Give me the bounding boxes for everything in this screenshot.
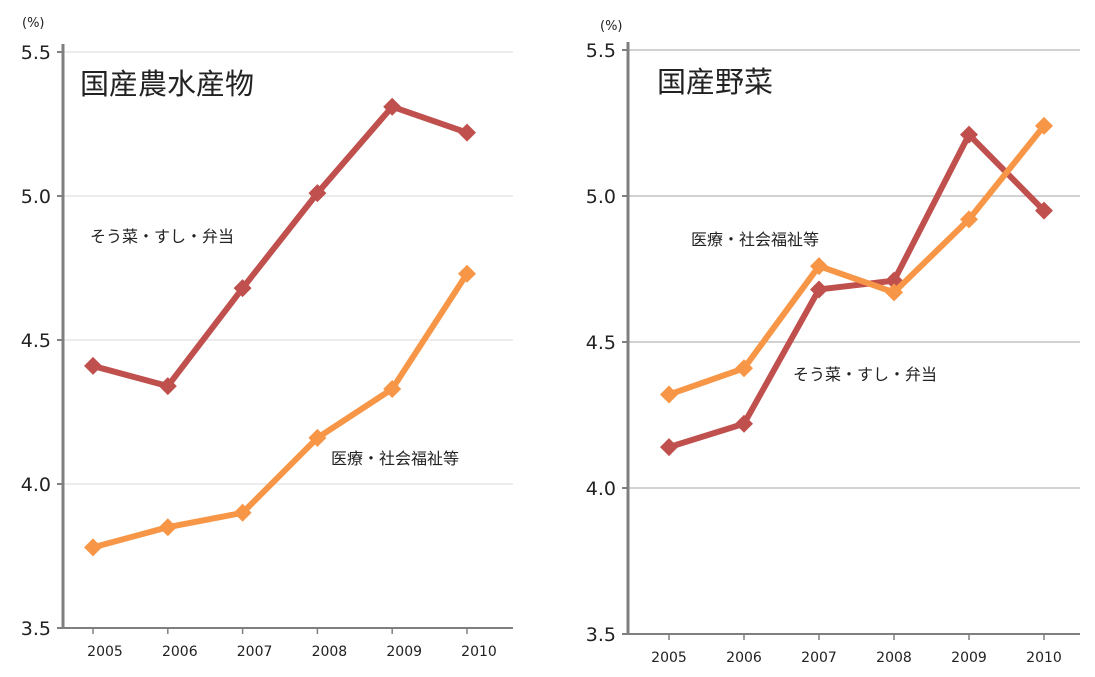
x-tick-label: 2007 bbox=[801, 650, 837, 666]
series-line-orange bbox=[668, 124, 1047, 398]
series-line-red bbox=[92, 103, 468, 390]
data-point-marker bbox=[735, 414, 753, 433]
series-line-red bbox=[668, 131, 1047, 450]
data-point-marker bbox=[885, 283, 903, 302]
data-point-marker bbox=[960, 210, 978, 229]
data-point-marker bbox=[383, 379, 402, 398]
y-tick-label: 5.5 bbox=[21, 42, 51, 64]
unit-label: (%) bbox=[22, 16, 45, 31]
y-tick-label: 4.5 bbox=[586, 332, 616, 354]
x-tick-label: 2009 bbox=[951, 650, 987, 666]
data-point-marker bbox=[458, 264, 476, 283]
data-point-marker bbox=[660, 438, 678, 457]
data-point-marker bbox=[308, 428, 327, 447]
y-tick-label: 4.0 bbox=[586, 478, 616, 500]
data-point-marker bbox=[810, 257, 828, 276]
x-tick-label: 2008 bbox=[876, 650, 912, 666]
data-point-marker bbox=[233, 279, 252, 298]
series-label-orange: 医療・社会福祉等 bbox=[691, 230, 819, 249]
data-point-marker bbox=[960, 125, 978, 144]
x-tick-label: 2008 bbox=[312, 644, 348, 660]
series-label-red: そう菜・すし・弁当 bbox=[793, 365, 937, 384]
data-point-marker bbox=[158, 518, 177, 537]
x-tick-label: 2006 bbox=[726, 650, 762, 666]
data-point-marker bbox=[233, 503, 252, 522]
y-tick-label: 5.0 bbox=[21, 186, 51, 208]
data-point-marker bbox=[158, 377, 177, 396]
series-label-red: そう菜・すし・弁当 bbox=[90, 227, 234, 246]
y-tick-label: 3.5 bbox=[586, 624, 616, 646]
data-point-marker bbox=[810, 280, 828, 299]
data-point-marker bbox=[735, 359, 753, 378]
chart-title: 国産農水産物 bbox=[80, 67, 254, 101]
x-tick-label: 2005 bbox=[651, 650, 687, 666]
data-point-marker bbox=[308, 184, 327, 203]
series-label-orange: 医療・社会福祉等 bbox=[331, 449, 459, 468]
y-tick-label: 4.0 bbox=[21, 474, 51, 496]
data-point-marker bbox=[1035, 201, 1053, 220]
data-point-marker bbox=[383, 97, 402, 116]
x-tick-label: 2010 bbox=[1026, 650, 1062, 666]
unit-label: (%) bbox=[600, 19, 623, 34]
x-tick-label: 2010 bbox=[461, 644, 497, 660]
x-tick-label: 2006 bbox=[162, 644, 198, 660]
series-line-orange bbox=[92, 272, 470, 551]
x-tick-label: 2009 bbox=[386, 644, 422, 660]
data-point-marker bbox=[1035, 116, 1053, 135]
data-point-marker bbox=[84, 356, 102, 375]
y-tick-label: 3.5 bbox=[21, 618, 51, 640]
chart-title: 国産野菜 bbox=[657, 65, 773, 99]
x-tick-label: 2005 bbox=[87, 644, 123, 660]
x-tick-label: 2007 bbox=[237, 644, 273, 660]
y-tick-label: 5.5 bbox=[586, 40, 616, 62]
data-point-marker bbox=[84, 538, 102, 557]
data-point-marker bbox=[458, 123, 476, 142]
data-point-marker bbox=[660, 385, 678, 404]
y-tick-label: 5.0 bbox=[586, 186, 616, 208]
y-tick-label: 4.5 bbox=[21, 330, 51, 352]
